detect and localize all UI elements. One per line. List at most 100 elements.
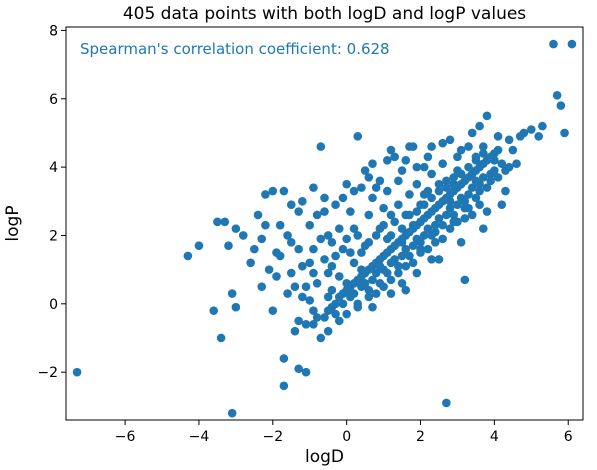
data-point [331,200,340,210]
data-point [268,306,278,315]
x-tick-label: −6 [115,429,136,445]
data-point [298,292,307,302]
data-point [449,179,459,189]
data-point [386,289,396,298]
data-point [401,244,411,254]
data-point [501,186,510,196]
data-point [342,309,351,319]
data-point [397,224,407,233]
chart-title: 405 data points with both logD and logP … [123,4,526,24]
data-point [401,285,411,295]
x-tick-label: −4 [189,429,210,445]
data-point [453,200,462,210]
data-point [475,121,484,131]
data-point [309,244,318,254]
data-point [246,258,255,268]
correlation-annotation: Spearman's correlation coefficient: 0.62… [80,40,390,58]
data-point [220,217,230,227]
data-point [320,193,329,203]
data-point [467,183,477,192]
y-tick-label: −2 [37,365,58,381]
data-point [360,268,370,278]
data-point [231,224,241,233]
data-point [371,183,381,192]
data-point [349,186,359,196]
data-point [460,275,470,285]
data-point [331,251,340,261]
data-point [456,169,466,179]
data-point [371,268,381,278]
data-point [290,326,300,336]
data-point [438,159,447,168]
data-point [360,166,370,175]
data-point [364,285,374,295]
data-point [442,398,451,408]
data-point [294,364,303,374]
data-point [320,255,329,264]
data-point [460,214,470,223]
data-point [416,237,425,247]
data-point [567,39,577,49]
data-point [346,248,355,257]
data-point [334,316,344,326]
data-point [427,193,436,203]
data-point [427,207,436,216]
data-point [538,121,547,131]
data-point [471,193,481,203]
data-point [323,306,333,315]
data-point [442,176,451,186]
data-point [434,200,444,210]
data-point [504,135,514,145]
data-point [449,210,459,220]
data-point [464,190,473,199]
x-axis-label: logD [305,447,344,467]
data-point [301,282,311,292]
data-point [250,244,259,254]
data-point [460,203,470,213]
data-point [279,381,289,391]
data-point [375,255,385,264]
data-point [497,159,507,168]
x-tick-label: 2 [416,429,425,445]
data-point [312,313,322,322]
plot-frame [65,26,584,421]
data-point [471,166,481,175]
data-point [279,354,289,363]
data-point [552,91,562,100]
data-point [449,186,459,196]
data-point [434,214,444,223]
data-point [294,207,303,216]
data-point [275,251,285,261]
data-point [231,302,241,312]
data-point [386,275,396,285]
data-point [346,282,355,292]
data-point [394,176,403,186]
data-point [475,186,484,196]
data-point [216,333,226,343]
data-point [323,292,333,302]
data-point [227,289,237,298]
data-point [338,193,348,203]
data-point [423,186,433,196]
data-point [290,282,300,292]
data-point [320,313,329,322]
data-point [309,183,318,192]
data-point [338,289,348,298]
data-point [334,224,344,233]
data-point [493,145,503,155]
data-point [301,320,311,329]
data-point [560,128,569,138]
data-point [478,159,488,168]
data-point [309,320,318,329]
data-point [386,258,396,268]
data-point [238,231,248,240]
data-point [349,258,359,268]
data-point [408,241,418,251]
data-point [386,210,396,220]
data-point [375,261,385,271]
data-point [346,292,355,302]
data-point [382,248,392,257]
data-point [368,302,377,312]
data-point [508,145,518,155]
data-point [301,367,311,377]
